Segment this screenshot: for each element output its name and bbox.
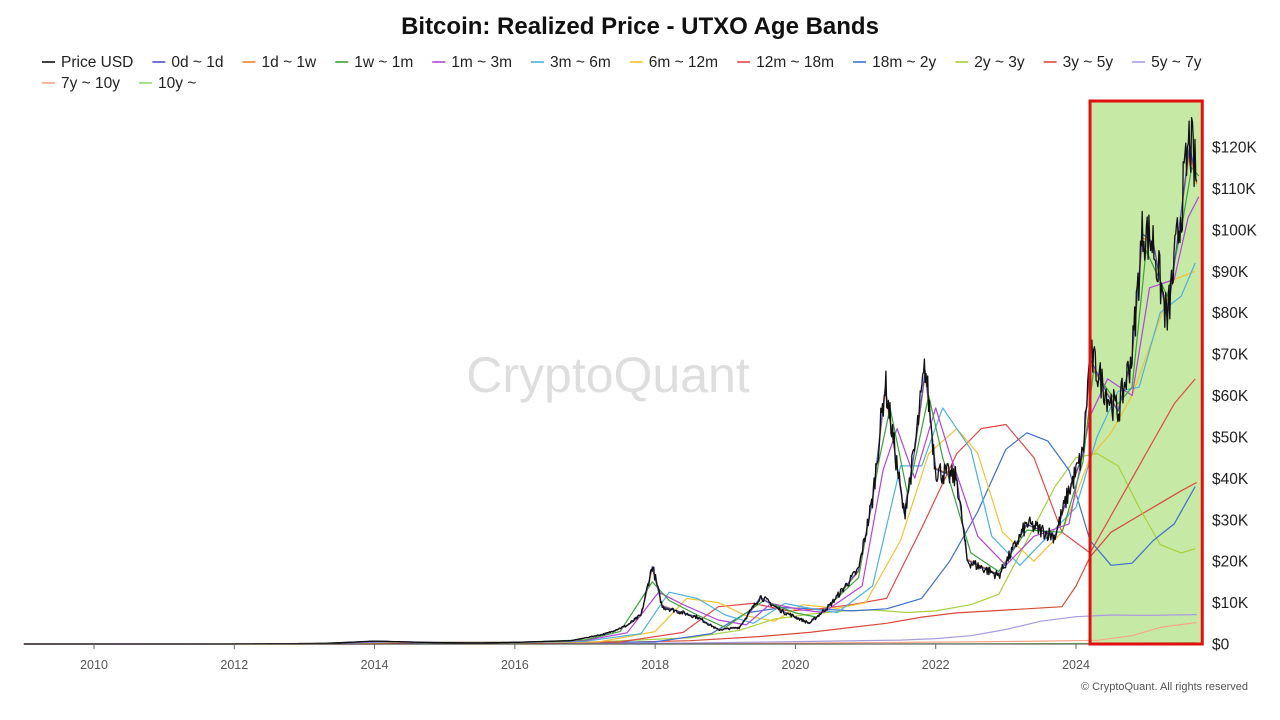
legend-item[interactable]: 7y ~ 10y (42, 75, 120, 92)
legend-item[interactable]: 18m ~ 2y (853, 54, 937, 71)
legend-item[interactable]: 3m ~ 6m (531, 54, 611, 71)
x-tick-label: 2012 (220, 658, 248, 672)
x-tick-label: 2014 (361, 658, 389, 672)
y-tick-label: $50K (1212, 429, 1249, 446)
legend-item[interactable]: 12m ~ 18m (737, 54, 834, 71)
y-tick-label: $60K (1212, 388, 1249, 405)
legend-item[interactable]: 6m ~ 12m (629, 54, 718, 71)
legend-label: 0d ~ 1d (171, 54, 223, 71)
y-tick-label: $80K (1212, 305, 1249, 322)
x-axis-ticks: 2010 2012 2014 2016 2018 2020 2022 2024 (80, 644, 1090, 672)
legend-item[interactable]: Price USD (42, 54, 133, 71)
y-tick-label: $90K (1212, 264, 1249, 281)
y-axis-ticks: $0 $10K $20K $30K $40K $50K $60K $70K $80K $90K $1… (1212, 140, 1257, 654)
y-tick-label: $110K (1212, 181, 1256, 198)
legend-label: 1w ~ 1m (354, 54, 413, 71)
legend-label: 1m ~ 3m (451, 54, 512, 71)
y-tick-label: $0 (1212, 637, 1230, 654)
chart-title: Bitcoin: Realized Price - UTXO Age Bands (401, 13, 879, 40)
legend-item[interactable]: 10y ~ (139, 75, 196, 92)
x-tick-label: 2018 (641, 658, 669, 672)
x-tick-label: 2022 (922, 658, 950, 672)
watermark: CryptoQuant (466, 347, 750, 403)
y-tick-label: $40K (1212, 471, 1249, 488)
y-tick-label: $70K (1212, 347, 1249, 364)
legend-label: 2y ~ 3y (974, 54, 1025, 71)
legend-label: 12m ~ 18m (756, 54, 834, 71)
highlight-border-layer (1088, 99, 1204, 646)
legend-item[interactable]: 5y ~ 7y (1132, 54, 1202, 71)
x-tick-label: 2024 (1062, 658, 1090, 672)
legend-label: 1d ~ 1w (262, 54, 318, 71)
y-tick-label: $120K (1212, 140, 1257, 157)
y-tick-label: $30K (1212, 512, 1249, 529)
legend-label: 3m ~ 6m (550, 54, 611, 71)
legend-item[interactable]: 3y ~ 5y (1043, 54, 1114, 71)
y-tick-label: $10K (1212, 595, 1249, 612)
y-tick-label: $20K (1212, 554, 1249, 571)
highlight-border (1088, 99, 1204, 646)
legend-item[interactable]: 1w ~ 1m (335, 54, 413, 71)
series-layer (23, 117, 1200, 645)
legend-item[interactable]: 1m ~ 3m (432, 54, 512, 71)
legend-item[interactable]: 1d ~ 1w (242, 54, 318, 71)
series-line-11 (23, 614, 1197, 645)
legend-item[interactable]: 2y ~ 3y (955, 54, 1025, 71)
series-line-9 (23, 452, 1196, 645)
copyright-note: © CryptoQuant. All rights reserved (1081, 681, 1248, 693)
legend-label: 6m ~ 12m (649, 54, 718, 71)
y-tick-label: $100K (1212, 222, 1257, 239)
legend-label: Price USD (61, 54, 133, 71)
x-tick-label: 2010 (80, 658, 108, 672)
legend-label: 18m ~ 2y (872, 54, 936, 71)
series-line-8 (23, 432, 1196, 645)
legend-label: 7y ~ 10y (61, 75, 120, 92)
legend: Price USD 0d ~ 1d 1d ~ 1w 1w ~ 1m 1m ~ 3m 3m … (42, 54, 1202, 92)
legend-label: 5y ~ 7y (1151, 54, 1202, 71)
legend-label: 10y ~ (158, 75, 196, 92)
x-tick-label: 2016 (501, 658, 529, 672)
legend-item[interactable]: 0d ~ 1d (152, 54, 224, 71)
legend-label: 3y ~ 5y (1063, 54, 1114, 71)
x-tick-label: 2020 (782, 658, 810, 672)
